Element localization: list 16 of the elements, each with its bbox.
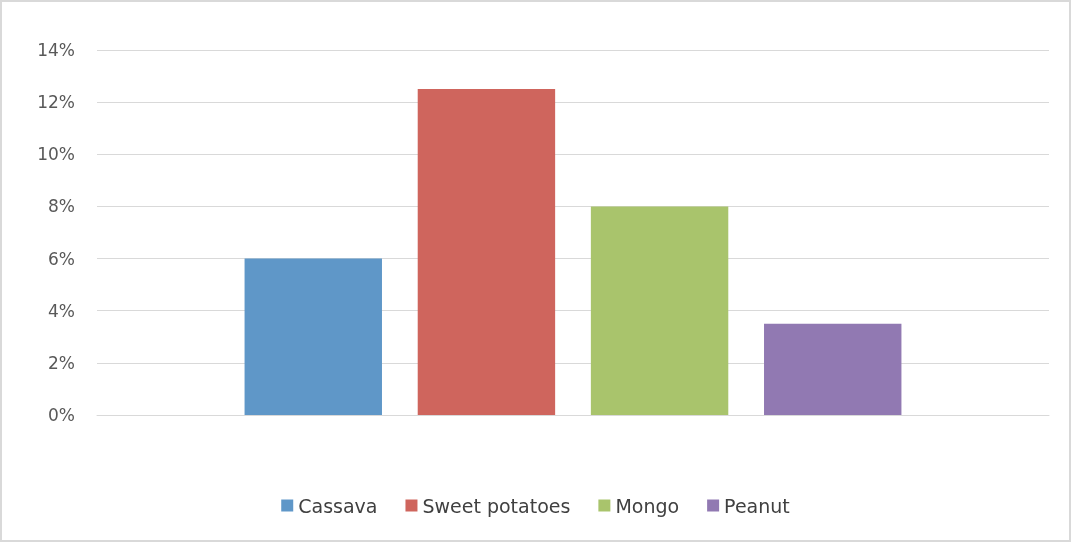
bar — [590, 206, 729, 415]
bar — [417, 89, 556, 415]
legend-label: Sweet potatoes — [422, 494, 571, 517]
legend-label: Peanut — [724, 494, 790, 517]
y-tick-label: 4% — [48, 300, 75, 321]
y-tick-label: 6% — [48, 248, 75, 269]
y-tick-label: 12% — [37, 92, 75, 113]
y-tick-label: 0% — [48, 405, 75, 425]
legend-label: Mongo — [615, 494, 680, 517]
legend-label: Cassava — [298, 494, 378, 517]
bar — [764, 323, 902, 415]
y-tick-label: 8% — [48, 196, 75, 217]
bar — [244, 258, 382, 415]
y-tick-label: 10% — [37, 144, 75, 165]
y-tick-label: 14% — [37, 40, 75, 60]
y-tick-label: 2% — [48, 352, 75, 373]
